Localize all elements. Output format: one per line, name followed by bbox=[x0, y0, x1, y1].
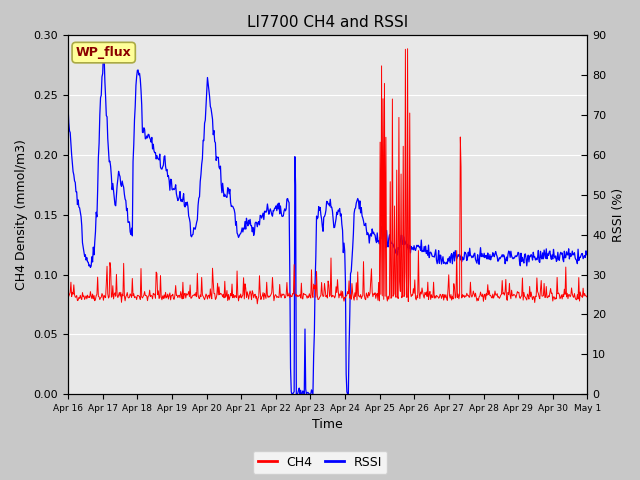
Title: LI7700 CH4 and RSSI: LI7700 CH4 and RSSI bbox=[247, 15, 408, 30]
X-axis label: Time: Time bbox=[312, 419, 343, 432]
Text: WP_flux: WP_flux bbox=[76, 46, 132, 59]
Y-axis label: CH4 Density (mmol/m3): CH4 Density (mmol/m3) bbox=[15, 139, 28, 290]
Legend: CH4, RSSI: CH4, RSSI bbox=[253, 451, 387, 474]
Y-axis label: RSSI (%): RSSI (%) bbox=[612, 188, 625, 242]
